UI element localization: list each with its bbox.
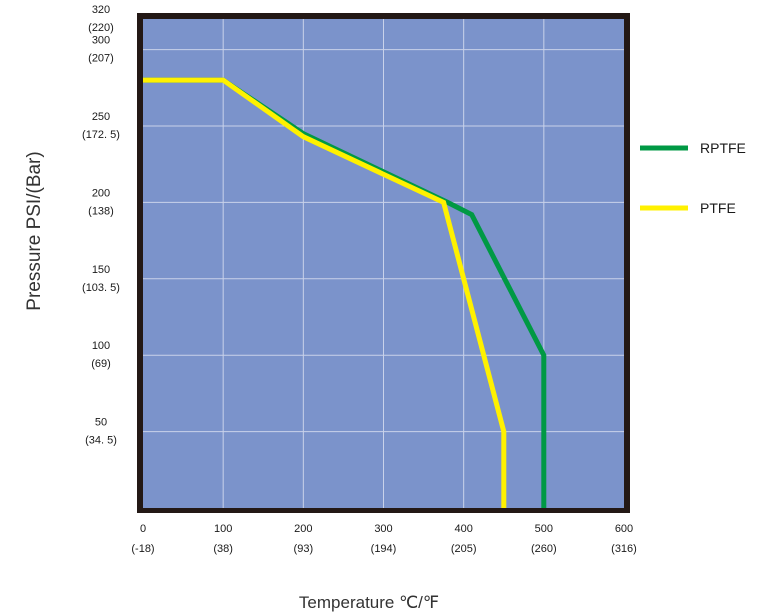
legend-label-rptfe: RPTFE	[700, 140, 746, 156]
x-tick-sublabel: (-18)	[131, 543, 154, 555]
y-tick-sublabel: (69)	[91, 358, 111, 370]
y-tick-label: 300	[92, 35, 110, 47]
y-tick-sublabel: (34. 5)	[85, 435, 117, 447]
x-tick-sublabel: (316)	[611, 543, 637, 555]
x-tick-label: 400	[454, 523, 472, 535]
series-lines	[143, 77, 547, 508]
legend-label-ptfe: PTFE	[700, 200, 736, 216]
y-tick-label: 250	[92, 111, 110, 123]
y-tick-label: 50	[95, 417, 107, 429]
y-tick-sublabel: (207)	[88, 53, 114, 65]
x-axis-title: Temperature ℃/℉	[299, 593, 439, 612]
legend: RPTFE PTFE	[640, 140, 746, 216]
y-tick-label: 100	[92, 340, 110, 352]
y-tick-label: 320	[92, 4, 110, 16]
series-line-ptfe	[143, 77, 507, 508]
y-tick-label: 200	[92, 187, 110, 199]
x-tick-label: 300	[374, 523, 392, 535]
x-tick-sublabel: (260)	[531, 543, 557, 555]
x-tick-sublabel: (93)	[294, 543, 314, 555]
x-tick-label: 200	[294, 523, 312, 535]
y-tick-sublabel: (103. 5)	[82, 282, 120, 294]
x-tick-label: 100	[214, 523, 232, 535]
x-tick-sublabel: (38)	[213, 543, 233, 555]
y-axis-title: Pressure PSI/(Bar)	[24, 151, 45, 310]
y-tick-sublabel: (138)	[88, 205, 114, 217]
y-tick-sublabel: (220)	[88, 22, 114, 34]
x-tick-label: 0	[140, 523, 146, 535]
x-axis-ticks: 0 (-18) 100 (38) 200 (93) 300 (194) 400 (205) 500 (…	[131, 523, 636, 555]
y-tick-sublabel: (172. 5)	[82, 129, 120, 141]
x-tick-sublabel: (194)	[371, 543, 397, 555]
y-tick-label: 150	[92, 264, 110, 276]
x-tick-label: 600	[615, 523, 633, 535]
x-tick-sublabel: (205)	[451, 543, 477, 555]
y-axis-ticks: 50 (34. 5) 100 (69) 150 (103. 5) 200 (138) 250 (1…	[82, 4, 120, 447]
x-tick-label: 500	[535, 523, 553, 535]
